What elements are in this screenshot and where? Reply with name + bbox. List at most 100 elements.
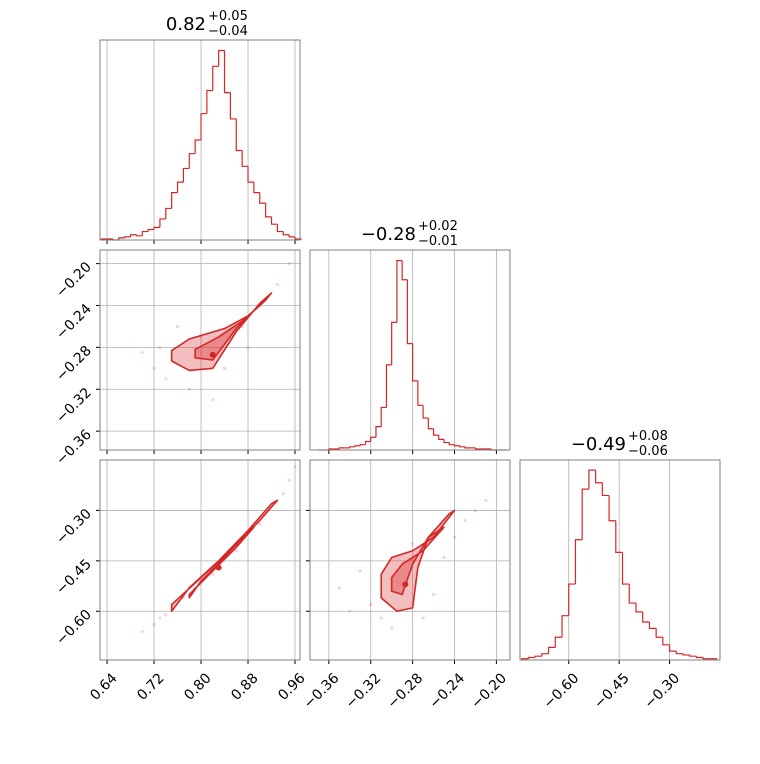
histogram-bin xyxy=(412,343,418,382)
histogram-bin xyxy=(165,207,172,219)
histogram-bin xyxy=(406,279,413,345)
sample-point xyxy=(211,572,215,576)
histogram-bin xyxy=(282,231,290,236)
histogram-bin xyxy=(294,236,302,240)
panel-title-plus: +0.08 xyxy=(628,429,668,444)
histogram-bin xyxy=(276,224,284,233)
histogram-bin xyxy=(396,260,403,323)
histogram-bin xyxy=(474,447,481,450)
contour xyxy=(380,509,456,613)
histogram-bin xyxy=(459,445,465,448)
histogram-bin xyxy=(223,50,231,94)
sample-point xyxy=(281,492,285,496)
histogram-bin xyxy=(129,234,137,237)
histogram-bin xyxy=(675,651,684,655)
sample-point xyxy=(369,602,373,607)
x-tick-label: −0.45 xyxy=(591,670,633,712)
panel-title-plus: +0.02 xyxy=(418,219,458,234)
peak-point xyxy=(402,581,409,588)
sample-point xyxy=(348,609,352,613)
panel-title-minus: −0.01 xyxy=(418,234,458,249)
sample-point xyxy=(473,508,478,513)
y-tick-label: −0.24 xyxy=(53,301,95,343)
sample-point xyxy=(152,623,156,627)
y-tick-label: −0.36 xyxy=(53,427,95,469)
histogram-bin xyxy=(370,436,376,442)
sample-point xyxy=(421,616,425,620)
histogram-bin xyxy=(554,636,563,648)
histogram-bin xyxy=(270,216,278,225)
panel-title: −0.28 xyxy=(361,224,416,245)
sample-point xyxy=(358,569,362,573)
histogram-bin xyxy=(568,583,576,616)
histogram-bin xyxy=(229,92,237,120)
histogram-bin xyxy=(171,192,178,209)
histogram-bin xyxy=(417,380,424,406)
panel-frame xyxy=(99,249,301,451)
histogram-bin xyxy=(391,321,397,365)
histogram-bin xyxy=(432,428,439,436)
peak-point xyxy=(209,351,216,358)
x-tick-label: −0.60 xyxy=(541,670,583,712)
histogram-bin xyxy=(608,495,616,522)
sample-point xyxy=(287,262,291,266)
histogram-bin xyxy=(534,655,542,658)
histogram-bin xyxy=(595,470,603,484)
contour xyxy=(390,526,445,596)
panel-title: −0.49 xyxy=(571,434,626,455)
panel-frame xyxy=(309,249,511,451)
histogram-bin xyxy=(561,615,569,638)
histogram-bin xyxy=(265,203,272,218)
sample-point xyxy=(175,324,180,329)
x-tick-label: 0.64 xyxy=(87,670,120,703)
histogram-bin xyxy=(188,153,196,169)
histogram-bin xyxy=(635,603,643,613)
y-tick-label: −0.28 xyxy=(53,343,95,385)
histogram-bin xyxy=(253,182,260,194)
histogram-bin xyxy=(615,520,623,554)
x-tick-label: −0.30 xyxy=(642,670,684,712)
peak-point xyxy=(215,564,222,571)
sample-point xyxy=(452,535,457,539)
panel-frame xyxy=(519,459,721,661)
histogram-bin xyxy=(541,653,549,657)
histogram-bin xyxy=(354,445,361,447)
sample-point xyxy=(164,613,168,617)
histogram-bin xyxy=(176,181,184,193)
histogram-bin xyxy=(655,628,663,638)
panel-title-minus: −0.06 xyxy=(628,444,668,459)
sample-point xyxy=(337,586,341,590)
y-tick-label: −0.30 xyxy=(53,506,95,548)
sample-point xyxy=(379,616,383,620)
sample-point xyxy=(140,351,144,355)
histogram-bin xyxy=(401,260,408,281)
contour xyxy=(170,292,273,372)
histogram-bin xyxy=(385,364,392,408)
histogram-bin xyxy=(527,656,536,659)
sample-point xyxy=(211,398,215,402)
histogram-bin xyxy=(206,89,213,114)
histogram-bin xyxy=(218,49,225,67)
contour xyxy=(170,499,279,613)
histogram-bin xyxy=(247,166,254,183)
y-tick-label: −0.45 xyxy=(53,556,95,598)
x-tick-label: −0.28 xyxy=(385,670,427,712)
histogram-bin xyxy=(601,482,610,497)
histogram-bin xyxy=(259,192,266,204)
histogram-bin xyxy=(118,237,125,240)
sample-point xyxy=(152,366,156,370)
histogram-bin xyxy=(648,622,657,629)
histogram-bin xyxy=(288,234,296,238)
histogram-bin xyxy=(194,139,202,154)
sample-point xyxy=(258,522,262,526)
contour xyxy=(194,309,255,361)
y-tick-label: −0.60 xyxy=(53,607,95,649)
y-tick-label: −0.32 xyxy=(53,385,95,427)
histogram-bin xyxy=(147,228,155,232)
sample-point xyxy=(442,555,446,560)
histogram-bin xyxy=(621,552,630,585)
histogram-bin xyxy=(682,653,690,656)
y-tick-label: −0.20 xyxy=(53,259,95,301)
sample-point xyxy=(158,616,162,620)
